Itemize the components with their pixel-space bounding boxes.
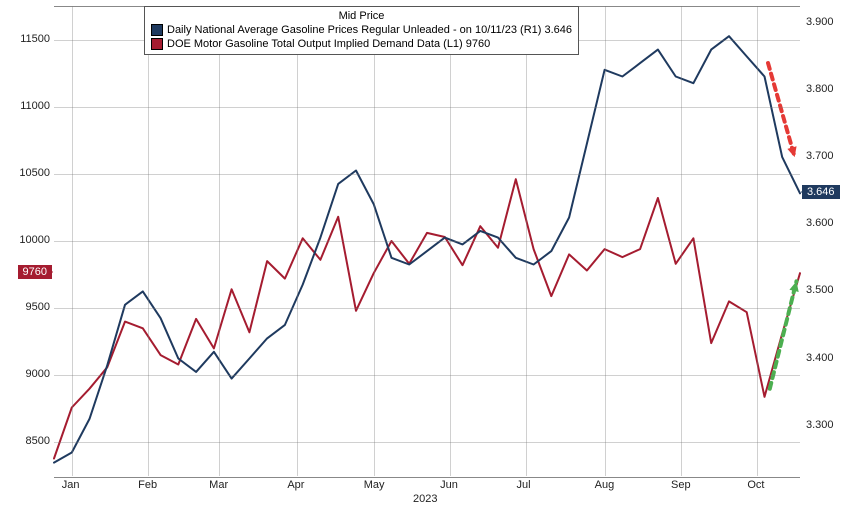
chart-svg	[0, 0, 848, 510]
x-axis-tick-label: Apr	[287, 479, 304, 491]
left-axis-tick-label: 11500	[20, 33, 50, 45]
gridline-h	[54, 375, 800, 376]
left-axis-tick-label: 9000	[26, 368, 50, 380]
right-axis-tick-label: 3.400	[806, 352, 834, 364]
gridline-h	[54, 241, 800, 242]
legend-swatch-0	[151, 24, 163, 36]
x-axis-tick-label: Mar	[209, 479, 228, 491]
left-axis-tick-label: 10500	[19, 167, 50, 179]
left-axis-tick-label: 8500	[26, 435, 50, 447]
gridline-v	[605, 6, 606, 476]
right-axis-tick-label: 3.600	[806, 217, 834, 229]
gridline-v	[297, 6, 298, 476]
gridline-v	[374, 6, 375, 476]
left-axis-tick-label: 11000	[20, 100, 50, 112]
x-axis-tick-label: Jul	[516, 479, 530, 491]
series-red-line	[54, 179, 800, 458]
left-axis-tick-label: 9500	[26, 301, 50, 313]
green-arrow-line	[770, 281, 797, 388]
legend-text-0: Daily National Average Gasoline Prices R…	[167, 23, 572, 37]
x-axis-tick-label: Aug	[595, 479, 615, 491]
gridline-h	[54, 107, 800, 108]
legend-text-1: DOE Motor Gasoline Total Output Implied …	[167, 37, 490, 51]
gridline-v	[148, 6, 149, 476]
gridline-v	[681, 6, 682, 476]
right-value-tag: 3.646	[802, 185, 840, 199]
x-axis-tick-label: Oct	[747, 479, 764, 491]
right-axis-tick-label: 3.900	[806, 16, 834, 28]
x-axis-tick-label: Sep	[671, 479, 691, 491]
right-axis-tick-label: 3.800	[806, 83, 834, 95]
gridline-h	[54, 174, 800, 175]
right-axis-tick-label: 3.500	[806, 284, 834, 296]
gridline-h	[54, 442, 800, 443]
gridline-v	[219, 6, 220, 476]
left-axis-tick-label: 10000	[19, 234, 50, 246]
x-axis-tick-label: Jan	[62, 479, 80, 491]
legend-item-1: DOE Motor Gasoline Total Output Implied …	[151, 37, 572, 51]
gridline-v	[757, 6, 758, 476]
right-axis-tick-label: 3.700	[806, 150, 834, 162]
x-axis-tick-label: Jun	[440, 479, 458, 491]
chart-container: Mid Price Daily National Average Gasolin…	[0, 0, 848, 510]
gridline-v	[450, 6, 451, 476]
red-arrow-head	[787, 146, 796, 157]
gridline-h	[54, 308, 800, 309]
legend-swatch-1	[151, 38, 163, 50]
legend-title: Mid Price	[151, 9, 572, 23]
series-blue-line	[54, 36, 800, 462]
x-axis-title: 2023	[413, 493, 437, 505]
left-value-tag: 9760	[18, 265, 52, 279]
gridline-v	[526, 6, 527, 476]
right-axis-tick-label: 3.300	[806, 419, 834, 431]
legend-item-0: Daily National Average Gasoline Prices R…	[151, 23, 572, 37]
gridline-v	[72, 6, 73, 476]
x-axis-tick-label: May	[364, 479, 385, 491]
x-axis-tick-label: Feb	[138, 479, 157, 491]
legend-box: Mid Price Daily National Average Gasolin…	[144, 6, 579, 55]
